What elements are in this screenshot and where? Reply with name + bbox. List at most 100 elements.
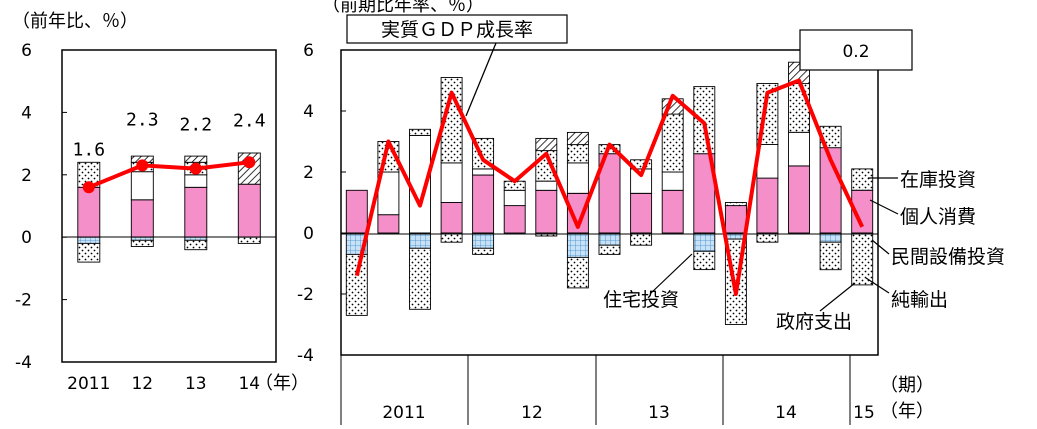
y-tick-label: 2 <box>303 163 314 183</box>
bar-segment-right-6 <box>535 137 558 152</box>
bar-segment-left-2 <box>184 155 208 163</box>
bar-segment-right-1 <box>377 214 400 234</box>
bar-segment-right-10 <box>661 189 684 234</box>
bar-segment-left-0 <box>77 236 101 244</box>
label-government: 政府支出 <box>776 311 852 333</box>
bar-segment-right-7 <box>566 232 589 258</box>
bar-segment-right-8 <box>598 232 621 246</box>
bar-segment-right-14 <box>788 131 810 167</box>
right-gdp-line <box>354 78 865 296</box>
x-tick-label: 13 <box>185 374 207 394</box>
bar-segment-right-5 <box>503 189 526 207</box>
bar-segment-left-1 <box>130 239 154 247</box>
left-year-suffix: （年） <box>255 373 309 394</box>
bar-segment-right-14 <box>788 165 810 234</box>
year-label: 14 <box>775 403 797 423</box>
y-tick-label: 2 <box>21 166 32 186</box>
bar-segment-right-7 <box>566 144 589 164</box>
gdp-data-label: 2.4 <box>233 110 266 131</box>
bar-segment-right-11 <box>693 250 716 271</box>
year-label: 2011 <box>382 403 425 423</box>
bar-segment-right-4 <box>472 247 495 255</box>
y-tick-label: 0 <box>303 224 314 244</box>
title-box <box>346 14 568 44</box>
bar-segment-right-3 <box>440 162 463 203</box>
y-tick-label: 4 <box>21 103 32 123</box>
bar-segment-right-3 <box>440 232 463 243</box>
bar-segment-right-13 <box>756 232 779 243</box>
y-tick-label: -2 <box>15 291 32 311</box>
bar-segment-right-16 <box>851 168 874 191</box>
bar-segment-right-3 <box>440 202 463 234</box>
bar-segment-right-5 <box>503 205 526 234</box>
last-value: 0.2 <box>842 42 869 62</box>
left-gdp-line <box>88 160 250 190</box>
left-plot-frame <box>61 49 277 363</box>
bar-segment-left-2 <box>184 239 208 251</box>
bar-segment-left-2 <box>184 236 208 241</box>
bar-segment-right-8 <box>598 244 621 255</box>
left-gdp-point <box>82 181 95 194</box>
value-box <box>799 29 913 71</box>
bar-segment-left-1 <box>130 171 154 201</box>
period-label: （期） <box>880 375 934 396</box>
bar-segment-right-7 <box>566 162 589 194</box>
bar-segment-right-6 <box>535 189 558 234</box>
x-tick-label: 12 <box>131 374 153 394</box>
y-tick-label: 0 <box>21 228 32 248</box>
label-consumption: 個人消費 <box>900 206 976 228</box>
left-gdp-point <box>243 156 256 169</box>
bar-segment-left-3 <box>237 236 261 244</box>
year-separators <box>340 355 851 425</box>
gdp-data-label: 2.3 <box>126 109 159 130</box>
bar-segment-right-10 <box>661 113 684 173</box>
title-pointer <box>465 42 497 117</box>
y-tick-label: 4 <box>303 102 314 122</box>
bar-segment-right-6 <box>535 180 558 191</box>
bar-segment-right-12 <box>724 202 747 207</box>
bar-segment-right-11 <box>693 232 716 252</box>
annotations: 在庫投資 個人消費 民間設備投資 純輸出 住宅投資 政府支出 <box>603 169 1005 333</box>
x-tick-label: 14 <box>238 374 260 394</box>
y-tick-label: -4 <box>297 346 314 366</box>
bar-segment-right-14 <box>788 83 810 133</box>
y-tick-label: 6 <box>21 41 32 61</box>
bar-segment-left-1 <box>130 199 154 238</box>
right-plot-frame <box>340 49 879 356</box>
bar-segment-right-4 <box>472 168 495 176</box>
bar-segment-right-10 <box>661 171 684 191</box>
label-inventory: 在庫投資 <box>900 169 976 191</box>
y-tick-label: -2 <box>297 285 314 305</box>
y-tick-label: 6 <box>303 41 314 61</box>
bar-segment-right-4 <box>472 174 495 234</box>
bar-segment-right-3 <box>440 77 463 164</box>
right-year-suffix: （年） <box>880 401 934 422</box>
label-capex: 民間設備投資 <box>891 246 1005 268</box>
bar-segment-right-4 <box>472 232 495 249</box>
bar-segment-right-9 <box>630 232 653 246</box>
bar-segment-left-2 <box>184 186 208 238</box>
bar-segment-left-3 <box>237 183 261 238</box>
bar-segment-right-7 <box>566 256 589 289</box>
year-label: 12 <box>521 403 543 423</box>
gdp-data-label: 1.6 <box>73 139 106 160</box>
bar-segment-left-0 <box>77 186 101 238</box>
left-gdp-point <box>189 162 202 175</box>
x-tick-label: 2011 <box>67 374 110 394</box>
bar-segment-right-2 <box>409 232 431 249</box>
label-housing: 住宅投資 <box>603 289 679 311</box>
label-net-exports: 純輸出 <box>891 289 948 311</box>
gdp-title: 実質ＧＤＰ成長率 <box>381 19 533 41</box>
left-gdp-point <box>136 159 149 172</box>
bar-segment-right-13 <box>756 177 779 234</box>
bar-segment-right-0 <box>345 253 368 316</box>
bar-segment-right-16 <box>851 232 874 286</box>
year-label: 13 <box>648 403 670 423</box>
bar-segment-left-2 <box>184 174 208 188</box>
bar-segment-left-1 <box>130 236 154 241</box>
bar-segment-right-11 <box>693 86 716 155</box>
right-unit-label: （前期比年率、％） <box>322 0 484 16</box>
bar-segment-right-7 <box>566 131 589 146</box>
bar-segment-right-12 <box>724 205 747 234</box>
